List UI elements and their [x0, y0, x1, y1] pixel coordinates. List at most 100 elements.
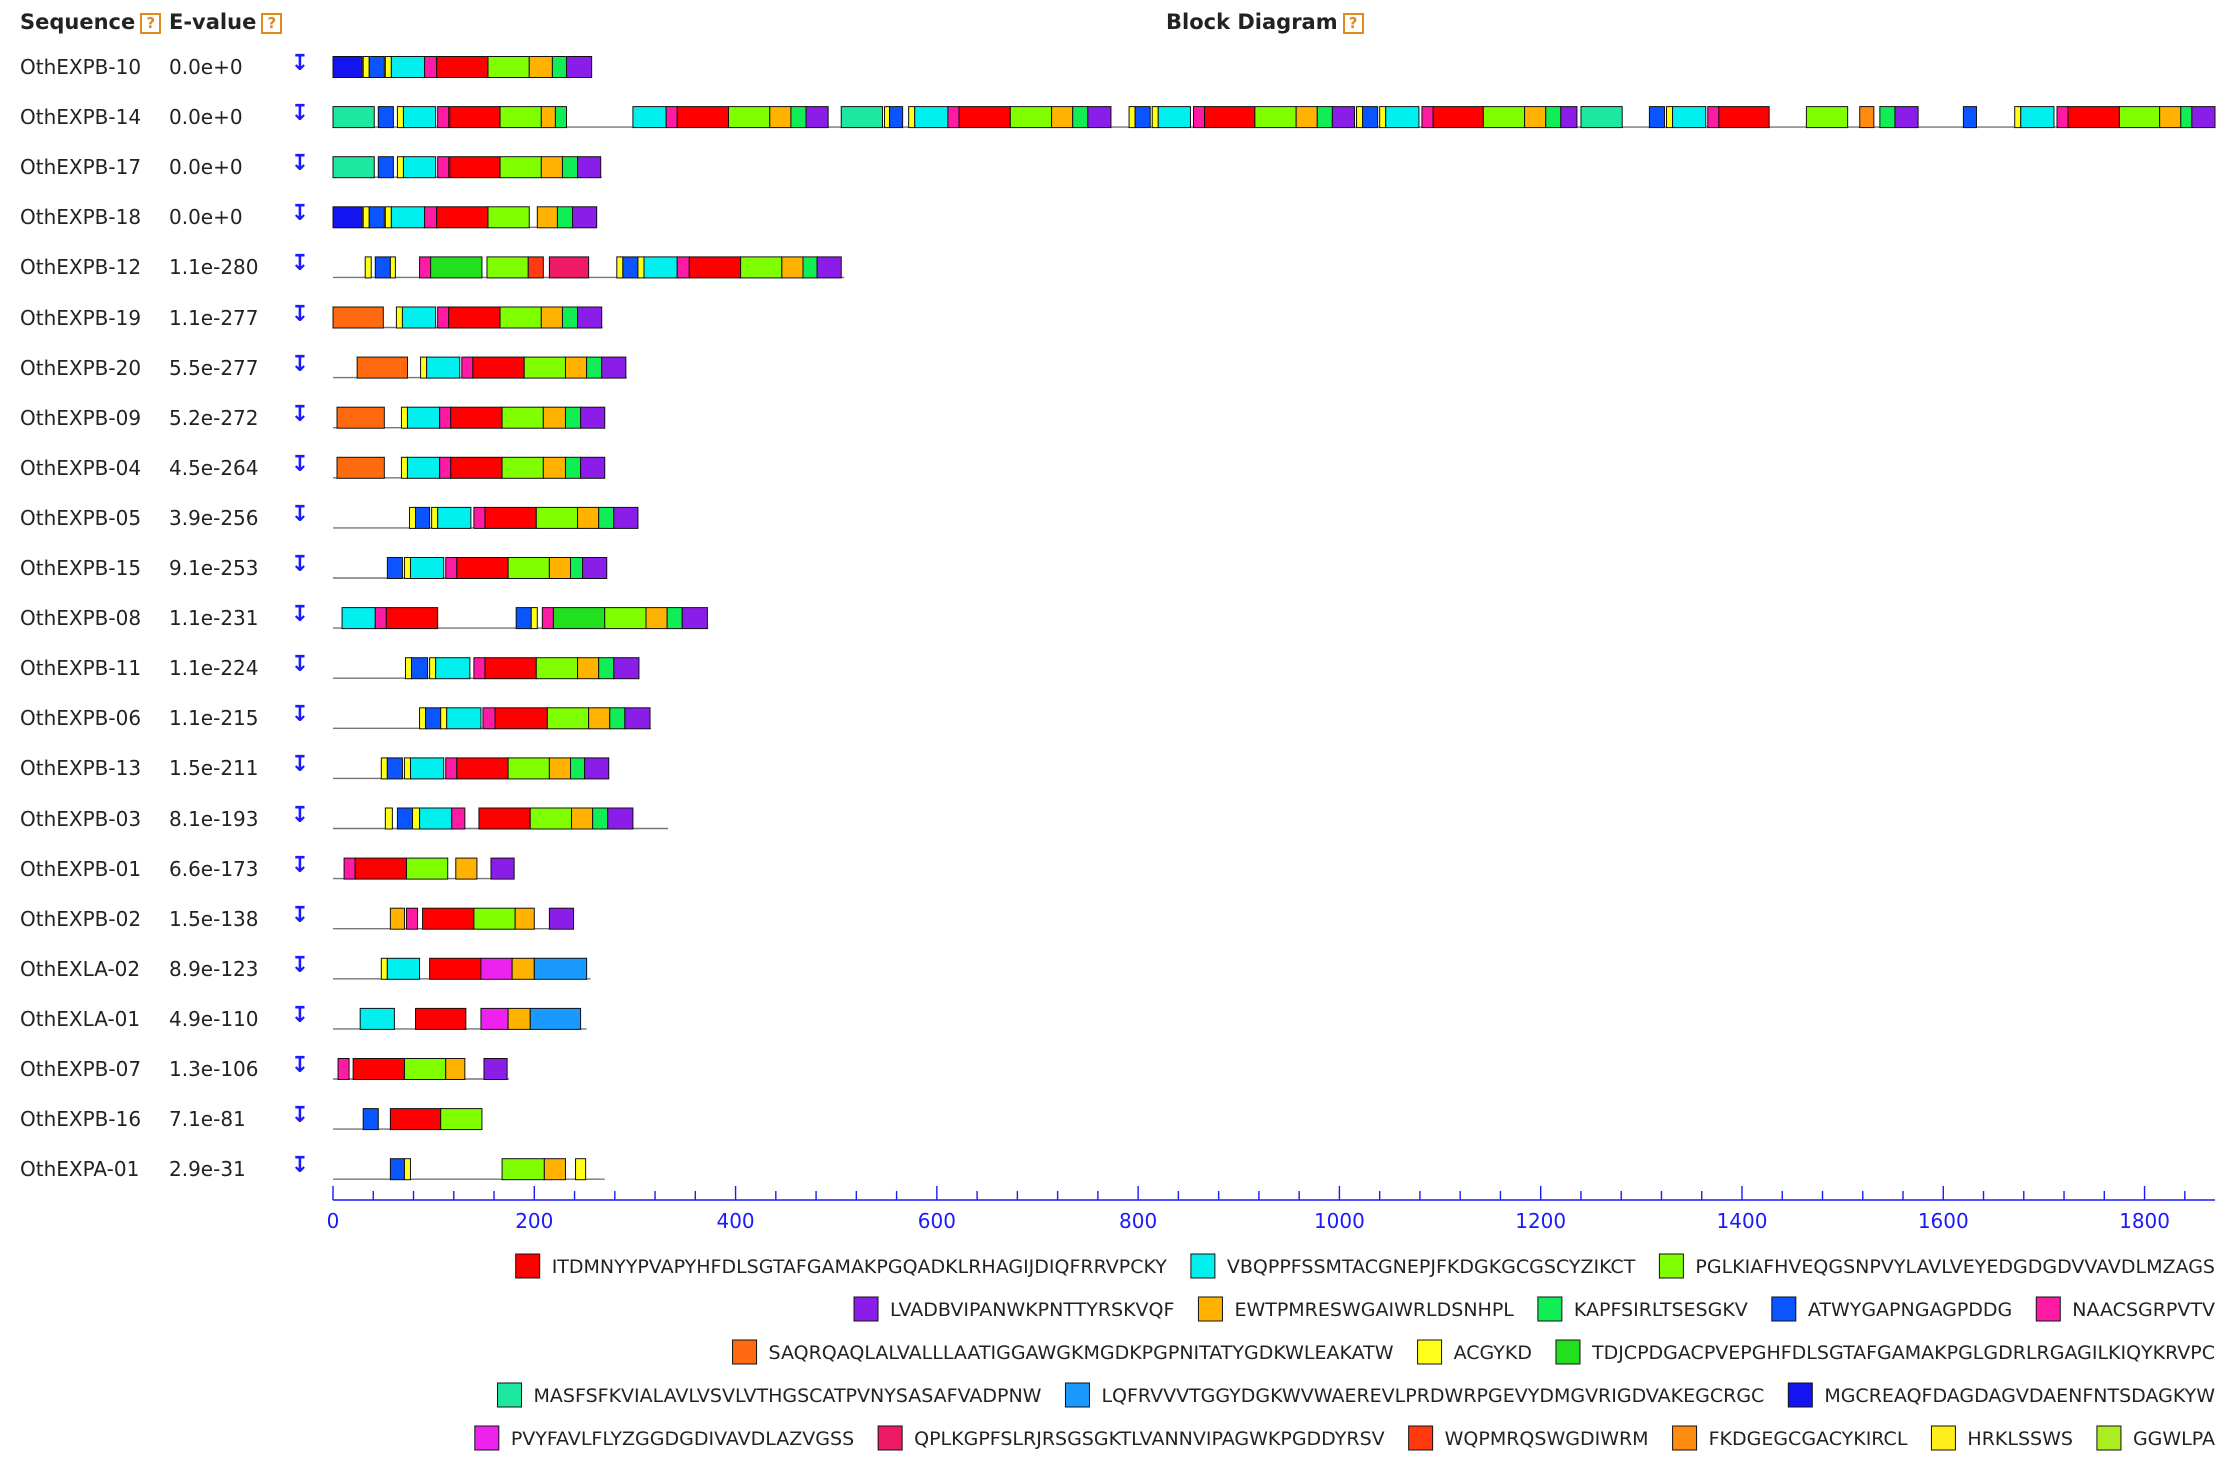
motif-block: [2191, 106, 2216, 129]
sequence-help-icon[interactable]: ?: [140, 13, 162, 34]
sequence-name[interactable]: OthEXPB-17: [20, 155, 142, 180]
legend-swatch: [1555, 1339, 1581, 1365]
motif-block: [624, 707, 651, 730]
legend-label: LQFRVVVTGGYDGKWVWAEREVLPRDWRPGEVYDMGVRIG…: [1101, 1385, 1764, 1407]
motif-block: [598, 657, 615, 680]
sequence-name[interactable]: OthEXPB-20: [20, 355, 142, 380]
sequence-name[interactable]: OthEXPA-01: [20, 1157, 140, 1182]
sequence-name[interactable]: OthEXPB-11: [20, 656, 142, 681]
sort-down-arrow-icon[interactable]: ↧: [290, 451, 310, 477]
sequence-name[interactable]: OthEXPB-07: [20, 1057, 142, 1081]
motif-block: [914, 106, 949, 129]
motif-block: [530, 607, 538, 630]
sort-down-arrow-icon[interactable]: ↧: [290, 101, 310, 127]
motif-block: [400, 456, 408, 479]
motif-block: [2056, 106, 2069, 129]
legend-label: LVADBVIPANWKPNTTYRSKVQF: [890, 1299, 1174, 1321]
motif-block: [490, 857, 515, 880]
motif-block: [592, 807, 609, 830]
sort-down-arrow-icon[interactable]: ↧: [290, 902, 310, 928]
motif-block: [406, 406, 441, 429]
sort-down-arrow-icon[interactable]: ↧: [290, 602, 310, 628]
sequence-name[interactable]: OthEXPB-05: [20, 505, 142, 530]
sort-down-arrow-icon[interactable]: ↧: [290, 51, 310, 76]
motif-block: [374, 607, 387, 630]
motif-block: [816, 256, 842, 279]
motif-block: [426, 356, 461, 379]
legend-label: HRKLSSWS: [1967, 1428, 2073, 1450]
sort-down-arrow-icon[interactable]: ↧: [290, 1053, 310, 1078]
x-tick-label: 800: [1119, 1209, 1157, 1233]
sequence-name[interactable]: OthEXPB-03: [20, 806, 142, 831]
sort-down-arrow-icon[interactable]: ↧: [290, 251, 310, 277]
legend-label: TDJCPDGACPVEPGHFDLSGTAFGAMAKPGLGDRLRGAGI…: [1591, 1342, 2215, 1364]
motif-block: [552, 607, 606, 630]
motif-block: [2020, 106, 2055, 129]
motif-block: [1254, 106, 1297, 129]
sequence-name[interactable]: OthEXPB-06: [20, 706, 142, 731]
sequence-name[interactable]: OthEXPB-19: [20, 305, 142, 330]
sequence-evalue: 3.9e-256: [169, 505, 259, 530]
motif-block: [511, 957, 535, 980]
evalue-help-icon[interactable]: ?: [261, 13, 283, 34]
motif-block: [1192, 106, 1206, 129]
sequence-header-label: Sequence: [20, 10, 136, 34]
sequence-name[interactable]: OthEXPB-13: [20, 756, 142, 781]
motif-block: [412, 807, 421, 830]
motif-block: [540, 306, 563, 329]
motif-block: [1009, 106, 1053, 129]
sort-down-arrow-icon[interactable]: ↧: [290, 702, 310, 728]
sequence-name[interactable]: OthEXPB-08: [20, 606, 142, 631]
motif-block: [439, 406, 452, 429]
sequence-name[interactable]: OthEXPB-14: [20, 105, 142, 130]
sequence-evalue: 0.0e+0: [169, 55, 243, 79]
motif-block: [781, 256, 804, 279]
sort-down-arrow-icon[interactable]: ↧: [290, 401, 310, 427]
sequence-name[interactable]: OthEXPB-09: [20, 405, 142, 430]
sequence-name[interactable]: OthEXPB-12: [20, 255, 142, 280]
motif-block: [424, 206, 438, 229]
motif-block: [1421, 106, 1434, 129]
motif-block: [420, 356, 428, 379]
sort-down-arrow-icon[interactable]: ↧: [290, 802, 310, 828]
sort-down-arrow-icon[interactable]: ↧: [290, 151, 310, 177]
sequence-name[interactable]: OthEXPB-04: [20, 455, 142, 480]
motif-block: [449, 156, 501, 179]
motif-block: [2067, 106, 2120, 129]
sort-down-arrow-icon[interactable]: ↧: [290, 852, 310, 878]
sequence-name[interactable]: OthEXPB-16: [20, 1107, 142, 1132]
sort-down-arrow-icon[interactable]: ↧: [290, 752, 310, 778]
sequence-name[interactable]: OthEXPB-01: [20, 856, 142, 881]
sequence-name[interactable]: OthEXPB-18: [20, 205, 142, 230]
sequence-name[interactable]: OthEXPB-10: [20, 55, 142, 79]
sequence-name[interactable]: OthEXPB-02: [20, 906, 142, 931]
sort-down-arrow-icon[interactable]: ↧: [290, 1002, 310, 1028]
legend-label: QPLKGPFSLRJRSGSGKTLVANNVIPAGWKPGDDYRSV: [914, 1428, 1385, 1450]
sort-down-arrow-icon[interactable]: ↧: [290, 301, 310, 327]
motif-block: [368, 206, 385, 229]
sequence-name[interactable]: OthEXLA-01: [20, 1006, 141, 1031]
motif-block: [389, 256, 396, 279]
motif-block: [386, 757, 403, 780]
motif-block: [437, 306, 450, 329]
motif-block: [332, 206, 363, 229]
sort-down-arrow-icon[interactable]: ↧: [290, 952, 310, 978]
sort-down-arrow-icon[interactable]: ↧: [290, 552, 310, 577]
motif-block: [561, 156, 579, 179]
legend-label: MGCREAQFDAGDAGVDAENFNTSDAGKYW: [1824, 1385, 2215, 1407]
sort-down-arrow-icon[interactable]: ↧: [290, 351, 310, 377]
sequence-name[interactable]: OthEXLA-02: [20, 956, 141, 981]
motif-block: [332, 306, 384, 329]
motif-block: [1894, 106, 1919, 129]
sort-down-arrow-icon[interactable]: ↧: [290, 1153, 310, 1179]
sort-down-arrow-icon[interactable]: ↧: [290, 652, 310, 678]
motif-block: [435, 657, 471, 680]
sequence-name[interactable]: OthEXPB-15: [20, 556, 142, 580]
sort-down-arrow-icon[interactable]: ↧: [290, 1103, 310, 1129]
motif-block: [507, 1007, 531, 1030]
sort-down-arrow-icon[interactable]: ↧: [290, 501, 310, 527]
motif-block: [402, 156, 437, 179]
block-diagram-help-icon[interactable]: ?: [1342, 13, 1364, 34]
sort-down-arrow-icon[interactable]: ↧: [290, 201, 310, 227]
